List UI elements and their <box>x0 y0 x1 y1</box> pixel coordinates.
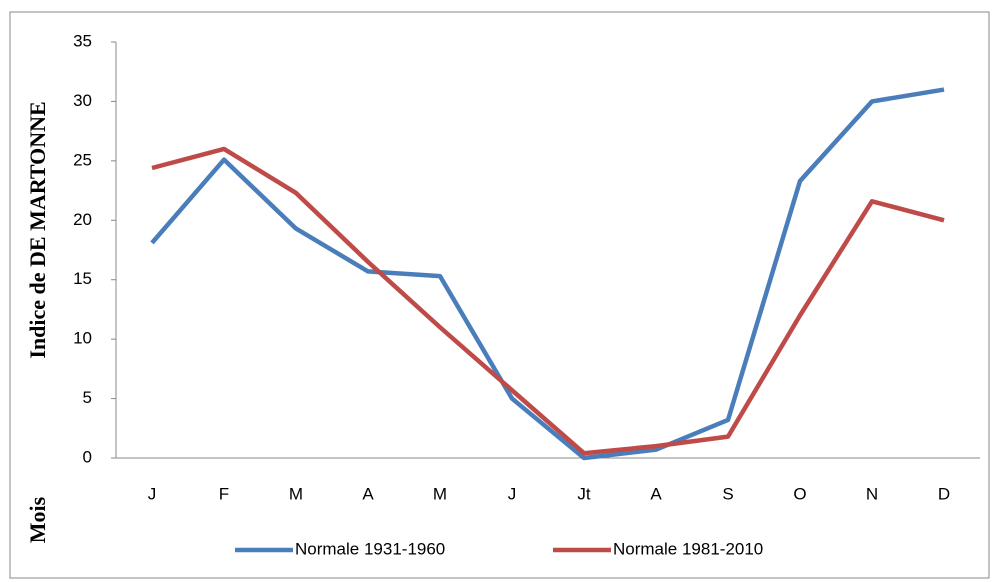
x-tick-label: S <box>722 484 733 503</box>
series-line <box>150 87 945 461</box>
x-tick-label: F <box>219 484 229 503</box>
x-tick-label: D <box>938 484 950 503</box>
y-tick-label: 0 <box>83 447 92 466</box>
y-tick-label: 20 <box>73 210 92 229</box>
x-tick-label: A <box>362 484 374 503</box>
x-tick-label: M <box>433 484 447 503</box>
chart-border <box>9 11 990 579</box>
x-tick-label: O <box>793 484 806 503</box>
x-tick-label: A <box>650 484 662 503</box>
x-tick-label: J <box>148 484 157 503</box>
y-tick-label: 5 <box>83 388 92 407</box>
legend-label: Normale 1981-2010 <box>613 539 763 558</box>
series-line <box>151 146 945 456</box>
y-tick-label: 35 <box>73 31 92 50</box>
y-tick-label: 25 <box>73 150 92 169</box>
y-tick-label: 15 <box>73 269 92 288</box>
y-tick-label: 10 <box>73 329 92 348</box>
x-tick-label: J <box>508 484 517 503</box>
legend-label: Normale 1931-1960 <box>295 539 445 558</box>
x-axis-label: Mois <box>25 496 50 543</box>
x-tick-label: M <box>289 484 303 503</box>
y-tick-label: 30 <box>73 91 92 110</box>
y-axis-label: Indice de DE MARTONNE <box>25 101 50 358</box>
x-tick-label: Jt <box>577 484 591 503</box>
x-tick-label: N <box>866 484 878 503</box>
